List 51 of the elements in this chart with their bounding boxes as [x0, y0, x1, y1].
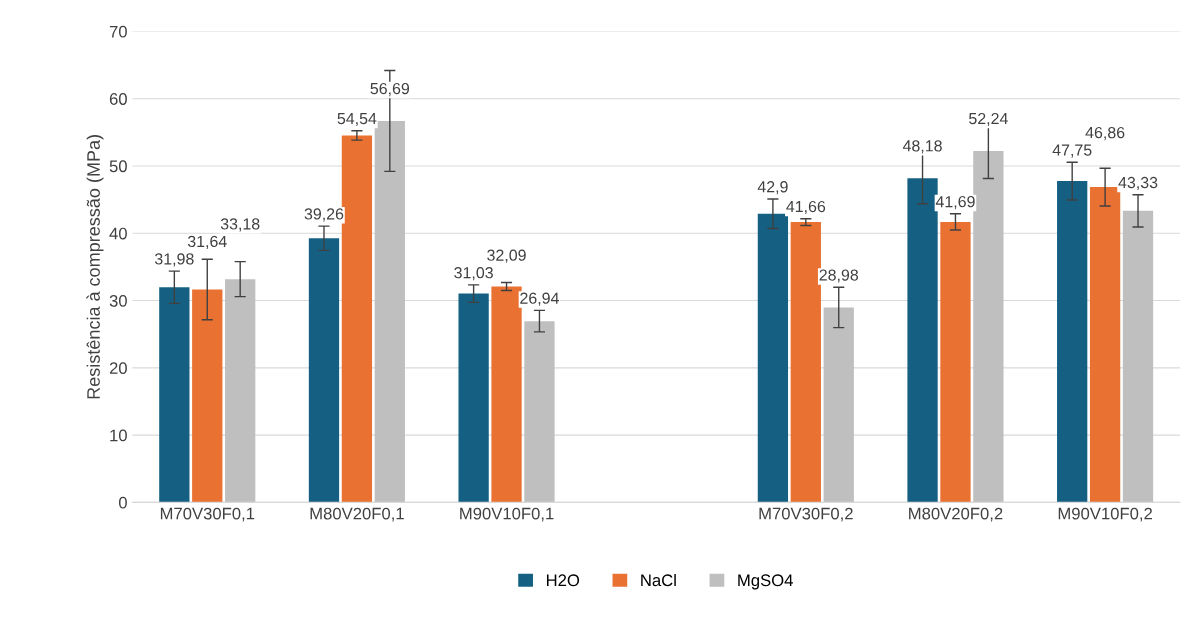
y-tick-label: 10: [110, 429, 127, 442]
data-label: 48,18: [902, 140, 942, 154]
y-tick-label: 70: [109, 25, 127, 38]
data-label: 32,09: [487, 249, 526, 263]
bar: [491, 286, 522, 503]
data-label: 46,86: [1085, 126, 1125, 141]
data-label: 42,9: [757, 181, 788, 195]
y-tick-label: 30: [109, 294, 127, 307]
y-tick-label: 0: [118, 496, 127, 509]
bar: [907, 178, 938, 503]
legend-label: NaCl: [641, 573, 676, 587]
x-tick-label: M70V30F0,1: [160, 507, 255, 522]
data-label: 26,94: [520, 292, 559, 306]
data-label: 43,33: [1118, 176, 1158, 191]
data-label: 28,98: [819, 269, 859, 283]
x-tick-label: M70V30F0,2: [759, 507, 853, 522]
data-label: 31,98: [154, 253, 194, 267]
data-label: 56,69: [370, 82, 410, 97]
x-tick-label: M80V20F0,1: [310, 507, 404, 522]
bar: [973, 150, 1004, 503]
bar: [524, 321, 555, 503]
bar: [790, 222, 821, 503]
y-tick-label: 20: [109, 362, 127, 375]
bar: [1122, 210, 1154, 503]
data-label: 52,24: [969, 112, 1008, 127]
bar: [308, 238, 340, 503]
y-axis-title: Resistência à compressão (MPa): [86, 135, 104, 399]
bar: [159, 287, 190, 503]
x-tick-label: M80V20F0,2: [909, 507, 1003, 522]
legend-label: H2O: [546, 574, 580, 587]
x-tick-label: M90V10F0,1: [460, 507, 554, 522]
bar: [458, 293, 489, 503]
x-tick-label: M90V10F0,2: [1058, 507, 1152, 522]
bar: [757, 213, 789, 503]
data-label: 33,18: [220, 218, 260, 232]
bar: [940, 221, 971, 503]
y-tick-label: 40: [109, 227, 127, 240]
data-label: 39,26: [304, 208, 344, 222]
bar: [1057, 181, 1088, 503]
data-label: 41,66: [786, 200, 826, 215]
bar: [225, 279, 256, 503]
bar: [192, 289, 223, 503]
bar: [823, 307, 854, 503]
legend-label: MgSO4: [738, 574, 793, 590]
y-tick-label: 50: [109, 160, 127, 173]
data-label: 47,75: [1052, 144, 1092, 158]
data-label: 54,54: [337, 113, 377, 127]
data-label: 41,69: [935, 195, 975, 210]
data-label: 31,03: [454, 267, 493, 281]
data-label: 31,64: [187, 235, 227, 249]
y-tick-label: 60: [109, 93, 127, 105]
